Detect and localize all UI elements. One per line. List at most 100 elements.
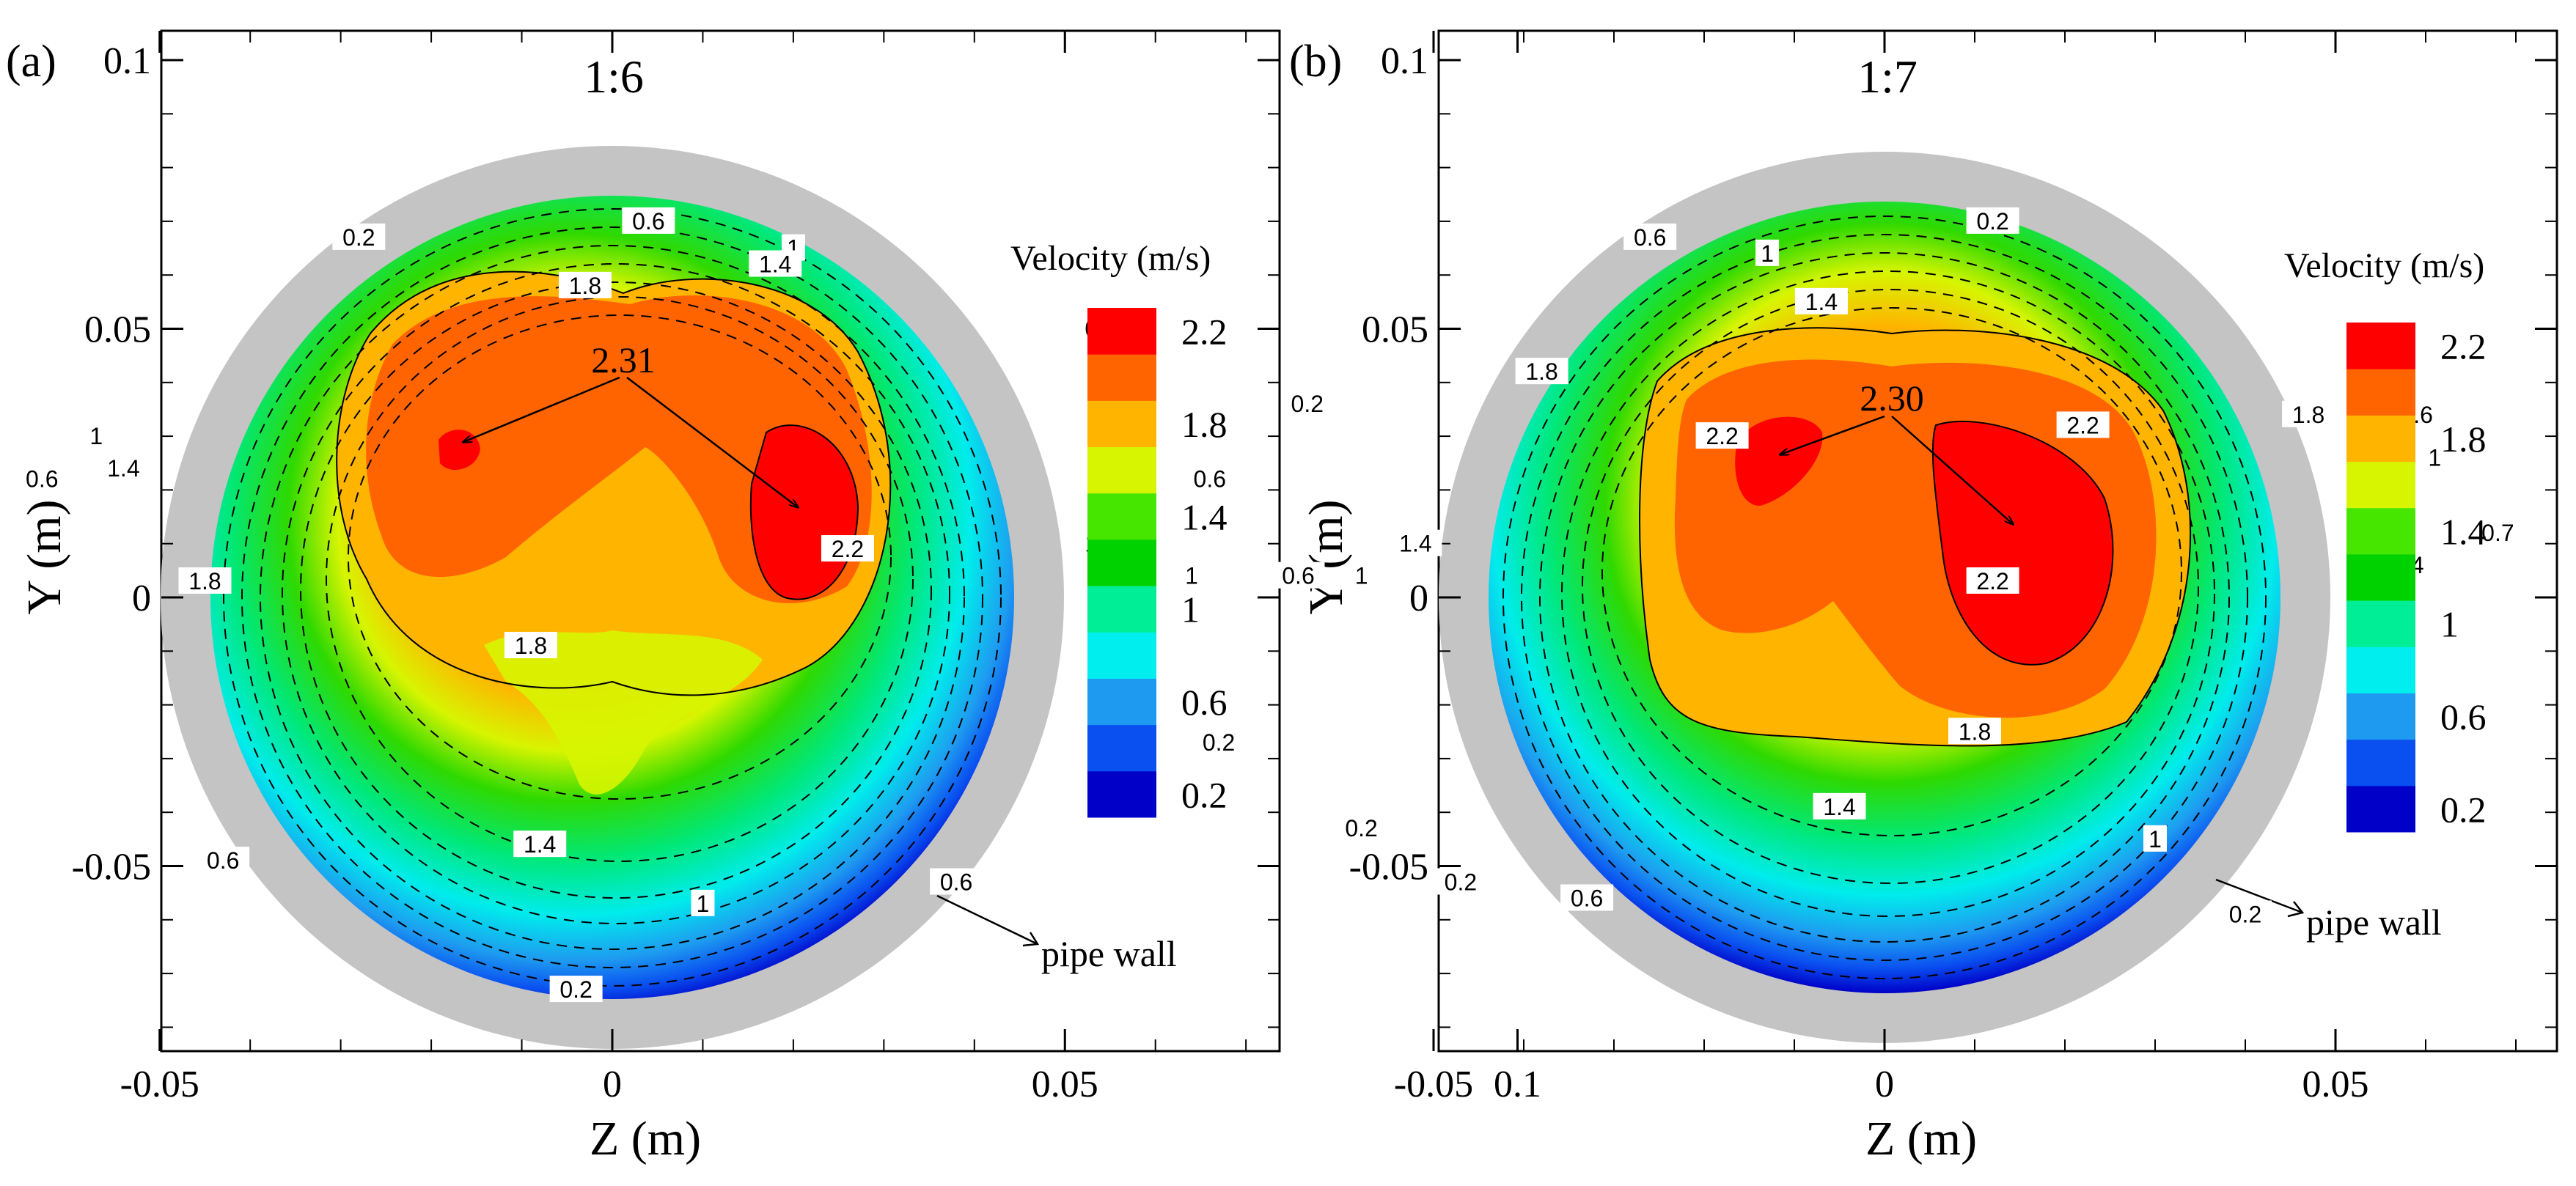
legend-swatch [2346,693,2415,740]
contour-label: 1.4 [513,830,567,858]
contour-label-bg [1389,529,1442,556]
y-tick-label: 0.1 [1381,40,1428,82]
contour-label-bg [513,830,567,858]
panel-b-max-arrow-right [1891,416,2013,524]
panel-b-contour-lines [1502,216,2267,979]
y-tick-label: -0.05 [1349,847,1428,888]
panel-a-contour-1-8-lobe [484,630,763,795]
contour-label-text: 0.6 [1194,466,1226,493]
panel-a-pipe-wall-pointer [936,894,1038,946]
contour-label: 1 [2423,443,2447,471]
contour-label: 1 [1180,561,1204,589]
contour-label-bg [1966,207,2019,234]
panel-a-contour-2-2 [366,295,872,604]
contour-label: 0.2 [332,223,386,251]
legend-swatch [1087,678,1156,726]
contour-label-text: 1.4 [524,831,556,858]
contour-label-bg [1560,884,1614,911]
contour-label-text: 1.8 [2292,402,2324,428]
contour-label-text: 1 [1355,563,1368,589]
legend-swatch [2346,507,2415,555]
contour-label-bg [1695,422,1749,449]
contour-label: 0.6 [15,465,69,493]
contour-label: 1.8 [2282,400,2335,428]
legend-swatch [2346,739,2415,787]
contour-label-text: 1.4 [1399,531,1431,557]
panel-b-max-label: 2.30 [1860,377,1924,419]
contour-label-text: 1.8 [188,568,221,594]
contour-label-text: 2.2 [832,536,864,562]
panel-a-legend-title: Velocity (m/s) [1010,239,1211,278]
legend-swatch [2346,323,2415,369]
panel-b-contour-solid [1639,327,2192,747]
legend-label: 0.2 [1181,774,1228,815]
legend-swatch [1087,724,1156,772]
legend-label: 1 [2440,604,2459,645]
contour-label-bg [549,976,603,1003]
contour-label-bg [691,889,715,916]
contour-label: 2.2 [1695,422,1749,449]
panel-b-title: 1:7 [1857,51,1918,103]
panel-a-legend: 0.2 0.6 1 1.4 1.8 2.2 [1087,308,1228,818]
legend-swatch [2346,415,2415,463]
panel-a-pipe-wall-arrowhead [1022,932,1040,947]
contour-label-bg [1192,728,1246,755]
contour-label: 1 [1755,239,1780,267]
contour-label-bg [1623,223,1677,250]
contour-label-text: 2.2 [2066,412,2099,438]
panel-a-max-label: 2.31 [591,339,656,380]
contour-label: 1.8 [1948,718,2001,745]
legend-swatch [1087,493,1156,540]
contour-label-text: 1.8 [1525,358,1557,385]
contour-label-text: 1.8 [569,273,601,299]
legend-label: 0.6 [2440,696,2487,737]
panel-a-tag: (a) [6,37,56,86]
y-tick-label: 0.05 [84,309,151,351]
contour-label-bg [2282,400,2335,427]
legend-label: 0.2 [2440,789,2487,830]
contour-label: 1.4 [1794,287,1848,315]
contour-label-bg [749,250,802,277]
contour-label: 0.2 [1280,390,1334,417]
legend-swatch [1087,446,1156,494]
contour-label: 0.6 [197,847,250,874]
panel-b: (b) 1:7 2.30 pipe wall -0.0500.050.1-0.0… [1272,29,2558,1165]
contour-label-text: 1.4 [1805,289,1838,315]
contour-label-bg [2143,825,2167,852]
contour-label-text: 1 [89,423,103,449]
contour-label: 0.6 [930,868,983,895]
panel-b-max-region-right [1932,421,2113,665]
x-tick-label: -0.05 [1394,1064,1473,1105]
contour-label: 1 [691,889,715,917]
contour-label-text: 1 [2148,826,2162,852]
contour-label-text: 0.6 [1571,885,1603,911]
contour-label-bg [332,223,386,250]
contour-label: 0.6 [1272,561,1325,589]
contour-label-bg [930,868,983,895]
contour-label-bg [2423,443,2447,471]
panel-a-max-arrow-right [626,377,798,507]
panel-b-x-label: Z (m) [1865,1112,1977,1165]
contour-label-bg [178,567,232,594]
panel-b-legend: 0.2 0.6 1 1.4 1.8 2.2 [2346,323,2487,833]
x-tick-label: 0 [1875,1064,1894,1105]
legend-swatch [2346,461,2415,509]
panel-b-max-region-left [1735,416,1823,506]
contour-label-bg [97,454,150,482]
legend-swatch [1087,400,1156,448]
legend-label: 1.8 [2440,419,2487,460]
contour-label-text: 0.2 [1445,869,1477,895]
panel-b-pipe-wall-label: pipe wall [2306,902,2442,943]
x-tick-label: 0.1 [1494,1064,1541,1105]
contour-label-text: 0.6 [1634,224,1666,251]
contour-label-bg [1280,390,1334,417]
contour-label-text: 1 [2428,444,2441,471]
contour-label-bg [1966,567,2019,594]
contour-label-bg [622,207,675,234]
contour-label-bg [1183,465,1236,492]
x-tick-label: -0.05 [120,1064,199,1105]
legend-swatch [2346,600,2415,647]
contour-label-bg [2219,900,2272,927]
panel-b-tag: (b) [1289,37,1342,86]
